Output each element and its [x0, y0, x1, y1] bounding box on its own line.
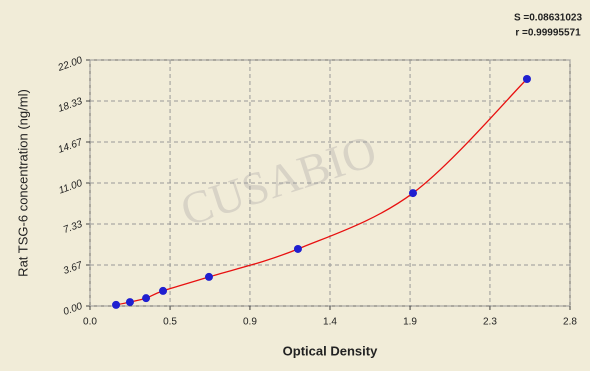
data-point [125, 298, 134, 307]
y-axis-label: Rat TSG-6 concentration (ng/ml) [15, 89, 30, 277]
data-point [204, 272, 213, 281]
data-point [159, 286, 168, 295]
data-point [408, 189, 417, 198]
x-tick-label: 0.9 [243, 317, 257, 328]
x-tick-label: 2.8 [563, 317, 577, 328]
x-tick-label: 1.4 [323, 317, 337, 328]
data-point [522, 75, 531, 84]
data-point [293, 244, 302, 253]
x-tick-label: 0.0 [83, 317, 97, 328]
x-tick-label: 2.3 [483, 317, 497, 328]
stat-r: r =0.99995571 [515, 28, 581, 39]
x-tick-label: 1.9 [403, 317, 417, 328]
x-tick-label: 0.5 [163, 317, 177, 328]
data-point [112, 300, 121, 309]
x-axis-label: Optical Density [283, 343, 378, 358]
data-point [142, 294, 151, 303]
stat-s: S =0.08631023 [514, 13, 583, 24]
